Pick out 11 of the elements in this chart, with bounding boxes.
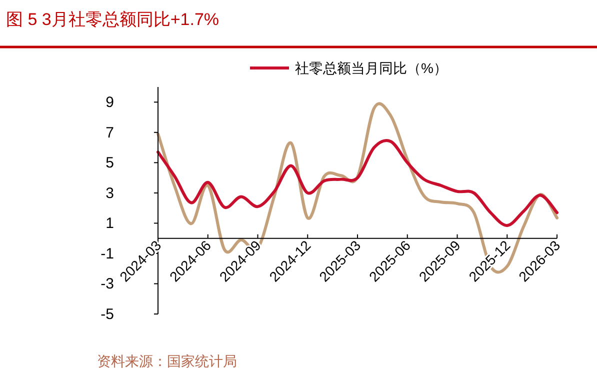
y-tick-label: 3	[106, 184, 114, 202]
y-tick-label: 1	[106, 215, 114, 232]
y-tick-label: 5	[106, 154, 114, 172]
y-tick-label: -1	[100, 245, 114, 262]
text: 资料来源：国家统计局	[97, 353, 237, 369]
y-tick-label: -5	[100, 306, 114, 323]
y-tick-label: 9	[106, 94, 114, 112]
chart-title: 图 5 3月社零总额同比+1.7%	[6, 10, 220, 29]
y-tick-label: 7	[106, 124, 114, 142]
legend-label: 社零总额当月同比（%）	[295, 60, 448, 76]
y-tick-label: -3	[100, 276, 114, 293]
